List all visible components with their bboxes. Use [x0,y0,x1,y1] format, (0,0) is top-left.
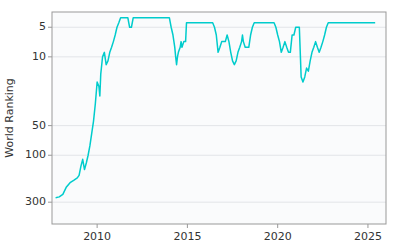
x-tick-label: 2010 [83,230,111,243]
grid-line [52,155,386,156]
y-tick [48,27,52,28]
x-tick [277,224,278,228]
x-tick [187,224,188,228]
y-tick [48,155,52,156]
plot-background [52,12,386,224]
line [56,18,376,198]
grid [52,27,386,202]
y-tick-label: 100 [25,148,46,161]
y-tick [48,202,52,203]
grid-line [52,202,386,203]
series-group [56,18,376,198]
grid-line [52,125,386,126]
y-tick [48,125,52,126]
y-tick-label: 50 [32,119,46,132]
y-axis-label: World Ranking [3,78,16,158]
plot-frame [52,12,386,224]
y-tick-label: 5 [39,20,46,33]
x-tick-label: 2020 [264,230,292,243]
x-tick [97,224,98,228]
y-tick-label: 10 [32,50,46,63]
x-axis: 2010 2015 2020 2025 [83,224,382,243]
y-tick [48,56,52,57]
grid-line [52,27,386,28]
y-axis: 5 10 50 100 300 [25,20,52,208]
chart-container: 5 10 50 100 300 2010 2015 2020 2025 World Ranking [0,0,400,250]
x-tick [367,224,368,228]
x-tick-label: 2025 [354,230,382,243]
x-tick-label: 2015 [173,230,201,243]
y-tick-label: 300 [25,195,46,208]
chart-svg: 5 10 50 100 300 2010 2015 2020 2025 World Ranking [0,0,400,250]
